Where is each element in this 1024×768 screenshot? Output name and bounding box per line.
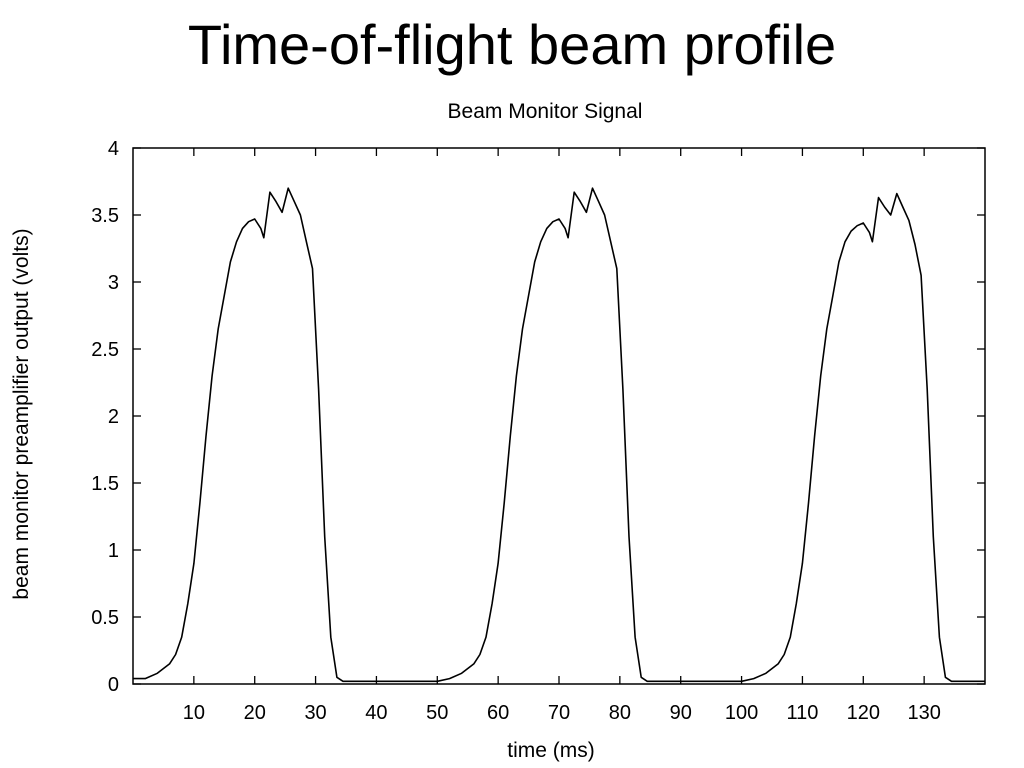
x-tick-label: 70: [548, 702, 570, 724]
x-tick-label: 120: [847, 702, 880, 724]
slide-title: Time-of-flight beam profile: [187, 13, 837, 76]
chart-title: Beam Monitor Signal: [448, 100, 643, 123]
y-tick-label: 3: [108, 272, 119, 294]
x-tick-label: 20: [244, 702, 266, 724]
y-tick-label: 2: [108, 406, 119, 428]
x-tick-label: 10: [183, 702, 205, 724]
x-tick-label: 30: [304, 702, 326, 724]
series-line-beam-signal: [133, 187, 985, 683]
y-tick-label: 4: [108, 138, 119, 160]
x-tick-label: 90: [670, 702, 692, 724]
x-tick-label: 130: [907, 702, 940, 724]
y-tick-label: 0.5: [91, 607, 119, 629]
y-tick-label: 2.5: [91, 339, 119, 361]
x-tick-label: 110: [786, 702, 818, 724]
x-tick-label: 80: [609, 702, 631, 724]
y-tick-label: 0: [108, 674, 119, 696]
x-axis: 10 20 30 40 50 60 70 80 90 100 110 120 130: [183, 148, 941, 724]
y-axis-label: beam monitor preamplifier output (volts): [10, 228, 33, 599]
y-tick-label: 3.5: [91, 205, 119, 227]
y-tick-label: 1.5: [91, 473, 119, 495]
x-tick-label: 50: [426, 702, 448, 724]
y-axis: 0 0.5 1 1.5 2 2.5 3 3.5 4: [91, 138, 985, 696]
y-tick-label: 1: [108, 540, 119, 562]
x-tick-label: 40: [365, 702, 387, 724]
x-tick-label: 100: [725, 702, 758, 724]
x-axis-label: time (ms): [507, 739, 595, 762]
x-tick-label: 60: [487, 702, 509, 724]
